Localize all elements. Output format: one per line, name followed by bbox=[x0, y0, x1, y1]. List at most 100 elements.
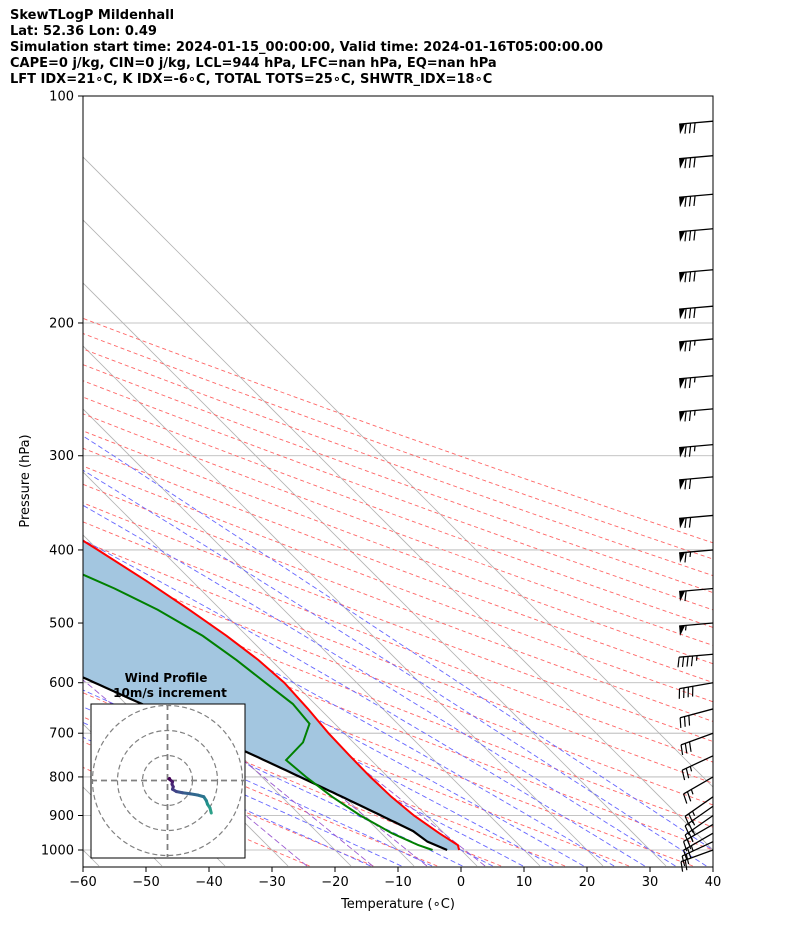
dry-adiabat bbox=[83, 560, 713, 806]
wind-barb bbox=[679, 228, 714, 242]
dewpoint-profile-line bbox=[83, 573, 433, 851]
wind-barb-staff bbox=[684, 796, 714, 817]
wind-barb-staff bbox=[679, 228, 714, 233]
hodograph-inset: Wind Profile 10m/s increment bbox=[90, 671, 246, 859]
moist-adiabat bbox=[83, 469, 707, 867]
y-tick-label: 400 bbox=[49, 543, 74, 558]
isotherm-line bbox=[83, 156, 713, 788]
wind-barb-feather bbox=[684, 834, 690, 845]
wind-barb-feather bbox=[685, 768, 690, 779]
wind-barb-feather bbox=[688, 196, 692, 207]
wind-barb bbox=[679, 155, 714, 169]
wind-barb-feather bbox=[684, 590, 687, 602]
wind-barb-feather bbox=[677, 657, 680, 668]
wind-barb-feather bbox=[684, 552, 687, 563]
wind-barb-staff bbox=[679, 269, 714, 274]
wind-barb-feather bbox=[688, 715, 691, 726]
wind-barb bbox=[679, 622, 714, 636]
dry-adiabat bbox=[83, 317, 713, 544]
cape-line: CAPE=0 j/kg, CIN=0 j/kg, LCL=944 hPa, LF… bbox=[10, 56, 497, 71]
wind-barb-feather bbox=[681, 770, 686, 781]
wind-barb-flag bbox=[679, 479, 686, 490]
dry-adiabat bbox=[83, 602, 713, 851]
wind-barb bbox=[679, 120, 714, 135]
wind-barb bbox=[679, 338, 714, 352]
moist-adiabat bbox=[83, 435, 713, 851]
x-tick-label: 0 bbox=[457, 875, 465, 890]
y-axis-label: Pressure (hPa) bbox=[18, 434, 33, 527]
wind-barb-half-feather bbox=[691, 810, 696, 817]
wind-barb-feather bbox=[693, 230, 696, 241]
y-tick-label: 500 bbox=[49, 617, 74, 632]
dry-adiabat bbox=[83, 447, 713, 684]
wind-barb bbox=[684, 814, 714, 845]
wind-barb bbox=[678, 682, 714, 699]
y-tick-label: 700 bbox=[49, 727, 74, 742]
wind-barb-staff bbox=[679, 622, 714, 627]
wind-barb-flag bbox=[679, 158, 686, 169]
wind-barb-staff bbox=[681, 755, 714, 771]
wind-barb bbox=[679, 549, 714, 563]
wind-barb-flag bbox=[679, 517, 686, 529]
wind-barb-flag bbox=[679, 272, 686, 283]
wind-barb-half-feather bbox=[693, 410, 696, 416]
x-tick-label: −10 bbox=[384, 875, 411, 890]
wind-barb bbox=[679, 269, 714, 283]
wind-barbs bbox=[677, 120, 714, 872]
y-tick-label: 900 bbox=[49, 809, 74, 824]
x-tick-label: −60 bbox=[69, 875, 96, 890]
wind-barb-flag bbox=[679, 378, 686, 389]
wind-barb-staff bbox=[681, 841, 714, 857]
wind-barb-feather bbox=[684, 859, 688, 871]
chart-header: SkewTLogP Mildenhall Lat: 52.36 Lon: 0.4… bbox=[10, 8, 603, 88]
wind-barb-flag bbox=[679, 552, 686, 563]
parcel-profile-line bbox=[83, 676, 448, 852]
wind-barb bbox=[677, 653, 714, 668]
wind-barb-feather bbox=[683, 716, 686, 727]
wind-barb-staff bbox=[679, 653, 714, 658]
time-line: Simulation start time: 2024-01-15_00:00:… bbox=[10, 40, 603, 55]
wind-barb-feather bbox=[684, 411, 687, 422]
wind-barb-feather bbox=[681, 656, 685, 668]
wind-barb-half-feather bbox=[690, 789, 694, 795]
wind-barb-feather bbox=[684, 378, 687, 389]
wind-barb-flag bbox=[679, 341, 686, 352]
y-tick-label: 100 bbox=[49, 90, 74, 105]
wind-barb-feather bbox=[693, 195, 696, 207]
wind-barb-flag bbox=[679, 590, 686, 602]
dry-adiabat bbox=[83, 502, 713, 742]
wind-barb-staff bbox=[679, 155, 714, 160]
wind-barb-feather bbox=[685, 854, 690, 865]
wind-barb-half-feather bbox=[693, 446, 696, 452]
wind-barb-feather bbox=[684, 272, 687, 283]
hodograph-title: Wind Profile bbox=[125, 671, 208, 685]
index-line: LFT IDX=21∘C, K IDX=-6∘C, TOTAL TOTS=25∘… bbox=[10, 72, 493, 87]
wind-barb-feather bbox=[684, 157, 687, 169]
wind-barb bbox=[679, 444, 714, 458]
wind-barb-feather bbox=[684, 517, 687, 529]
wind-barb-feather bbox=[688, 123, 692, 134]
isotherm-line bbox=[83, 849, 100, 867]
wind-barb bbox=[679, 193, 714, 208]
wind-barb-feather bbox=[686, 656, 689, 667]
x-tick-label: −50 bbox=[132, 875, 159, 890]
wind-barb-feather bbox=[693, 122, 696, 133]
hodograph-subtitle: 10m/s increment bbox=[113, 686, 227, 700]
wind-barb-feather bbox=[684, 743, 688, 754]
x-tick-label: 20 bbox=[579, 875, 596, 890]
moist-adiabat bbox=[83, 539, 645, 867]
wind-barb-feather bbox=[688, 340, 692, 352]
wind-barb-staff bbox=[679, 120, 714, 125]
wind-barb-staff bbox=[679, 305, 714, 310]
chart-title: SkewTLogP Mildenhall bbox=[10, 8, 175, 23]
moist-adiabat bbox=[83, 689, 463, 867]
wind-barb-staff bbox=[684, 805, 714, 827]
x-tick-label: −30 bbox=[258, 875, 285, 890]
wind-barb-feather bbox=[688, 741, 692, 752]
dry-adiabat bbox=[83, 581, 713, 828]
wind-barb-feather bbox=[688, 832, 694, 842]
wind-barb-feather bbox=[688, 410, 692, 422]
wind-barb-half-feather bbox=[689, 766, 693, 772]
y-tick-label: 1000 bbox=[41, 844, 74, 859]
wind-barb-feather bbox=[684, 479, 687, 490]
